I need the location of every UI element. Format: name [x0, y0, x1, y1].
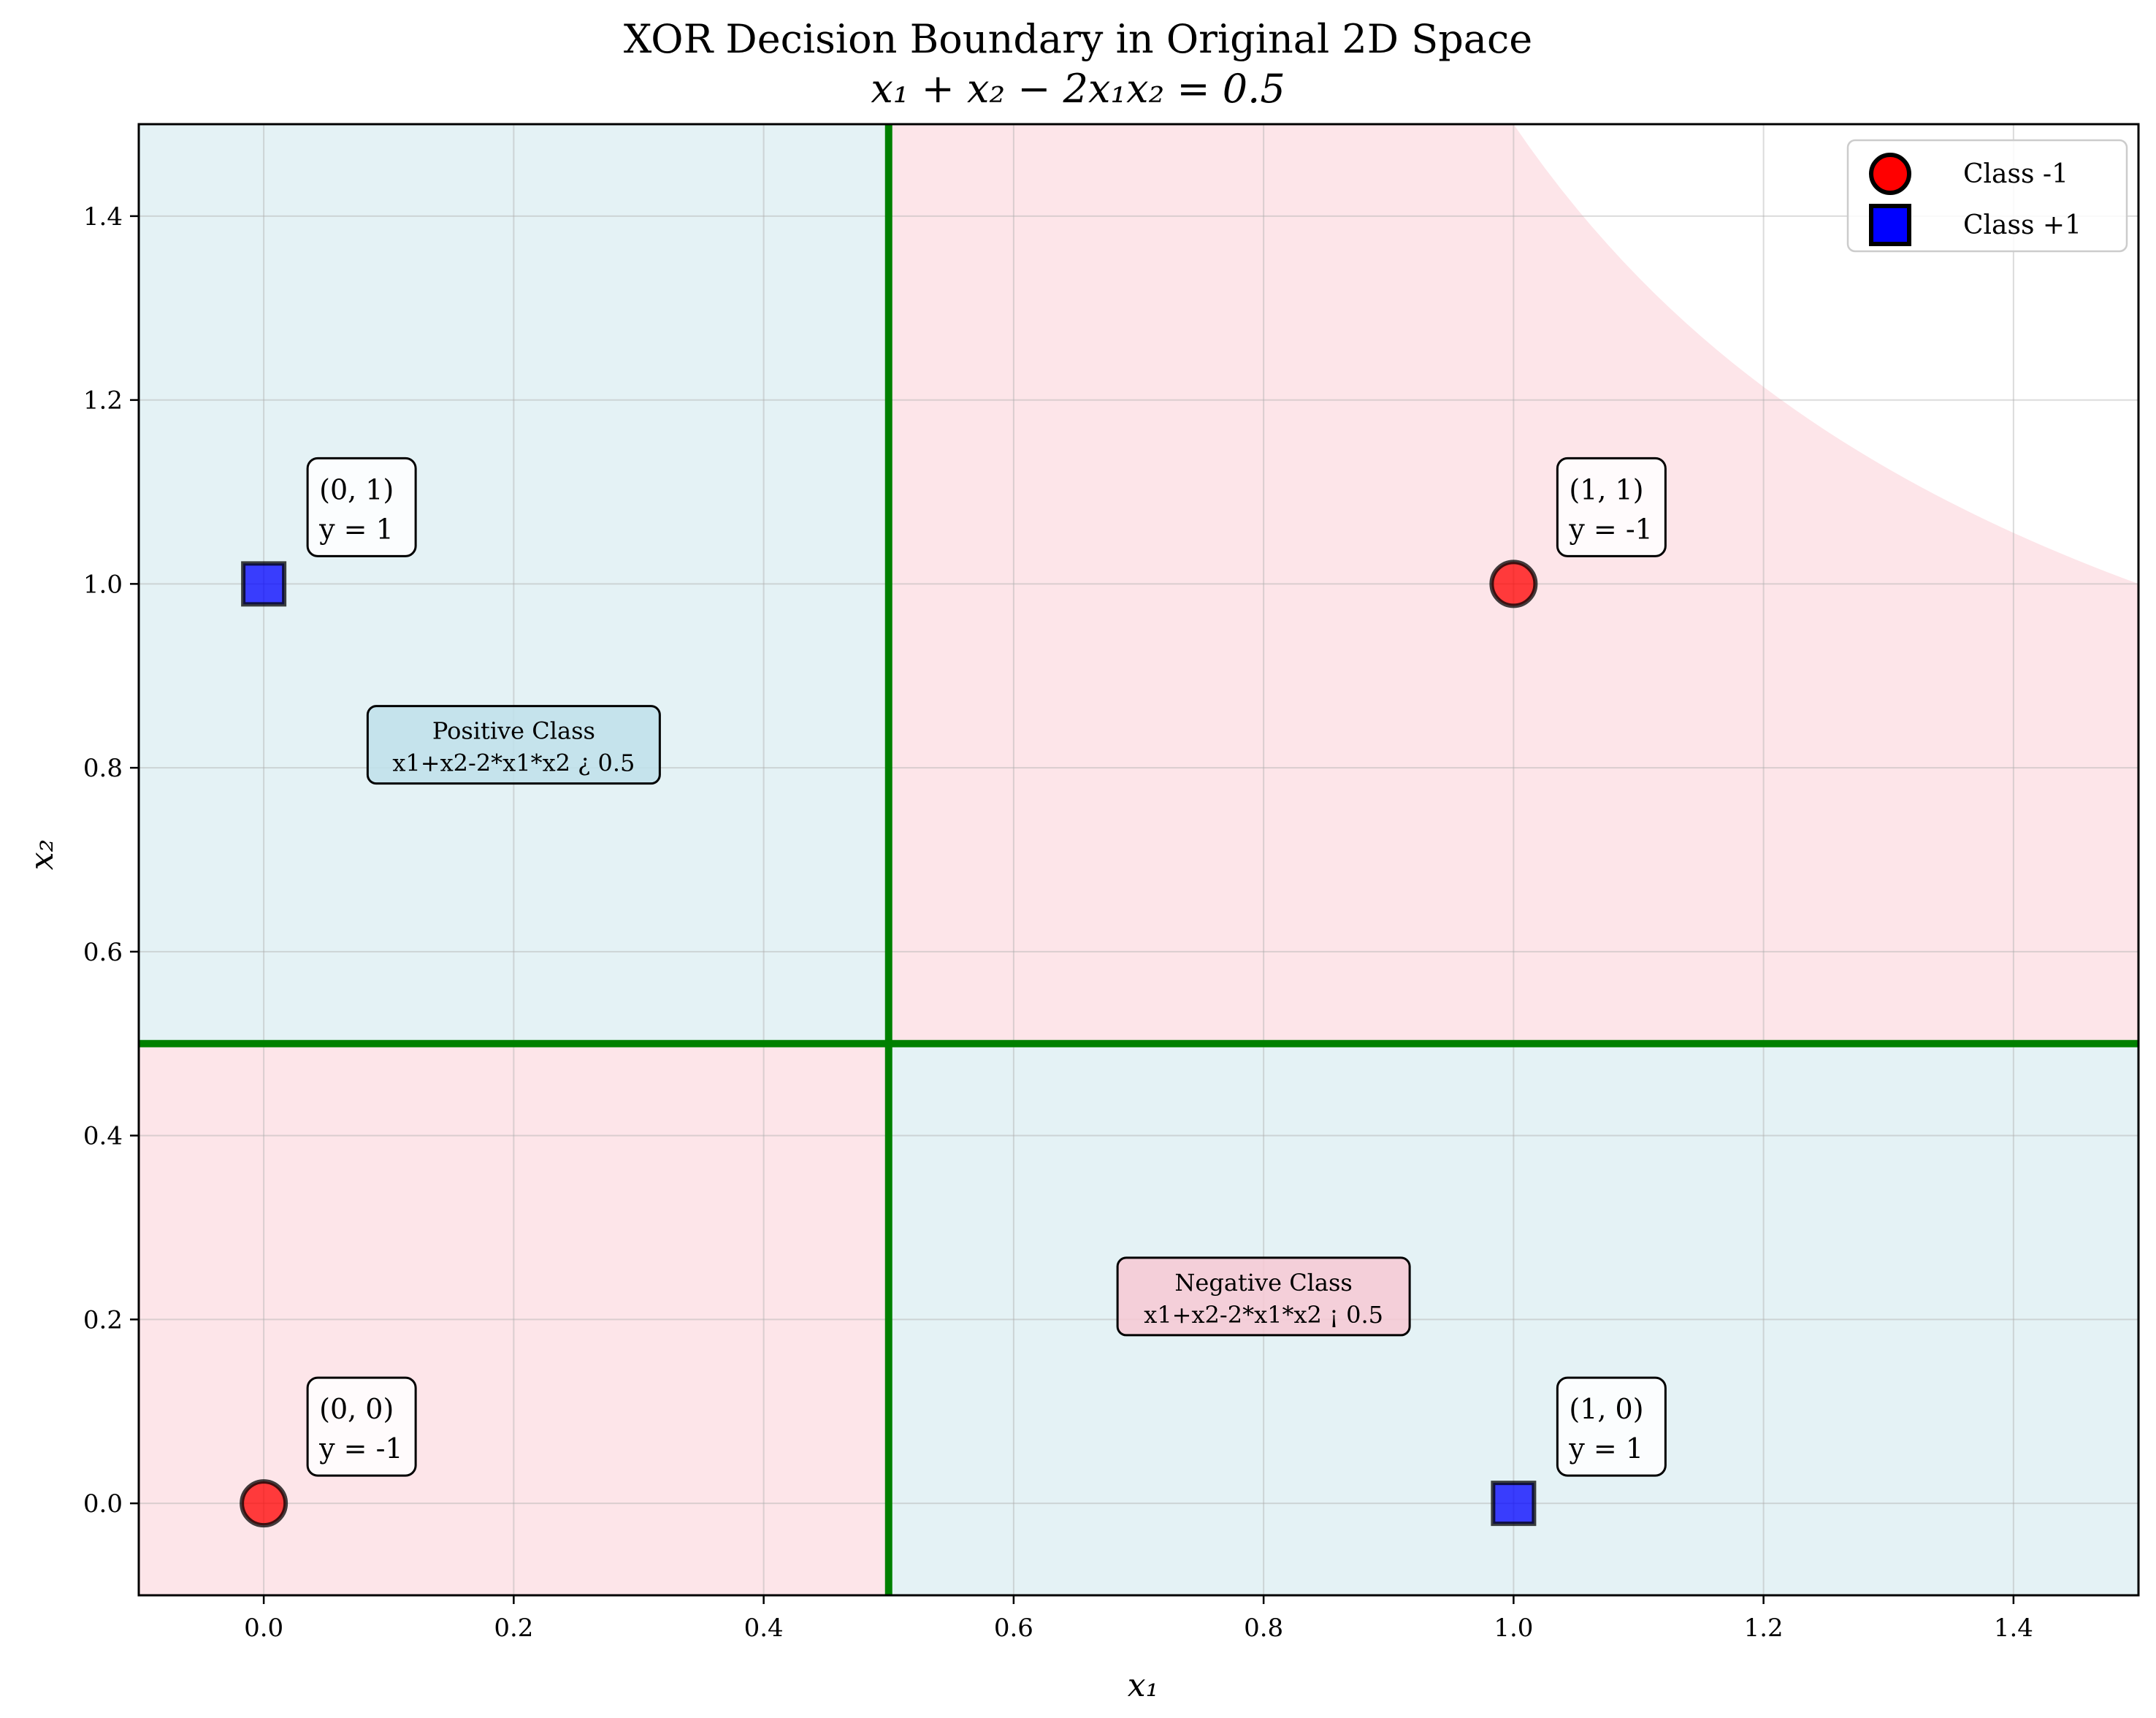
point-label-class: y = 1: [318, 513, 394, 545]
point-label-class: y = -1: [318, 1432, 402, 1465]
point-label-coords: (0, 1): [319, 473, 394, 505]
region-annotation-title: Negative Class: [1174, 1269, 1352, 1297]
region-annotation-box: [366, 705, 661, 785]
y-tick-label: 0.6: [83, 938, 123, 967]
region-annotation-title: Positive Class: [432, 717, 595, 745]
x-tick-label: 1.2: [1744, 1614, 1784, 1643]
legend-marker-square: [1869, 204, 1911, 246]
data-point-class-neg1: [1489, 560, 1538, 608]
point-label-box: [306, 1376, 417, 1477]
x-tick-label: 0.6: [994, 1614, 1033, 1643]
legend-label: Class +1: [1963, 210, 2082, 240]
plot-area: (0, 0) y = -1 (1, 1) y = -1 (0, 1) y = 1 (1, 0…: [83, 123, 2140, 1643]
point-label-coords: (1, 0): [1569, 1393, 1643, 1425]
legend-label: Class -1: [1963, 159, 2068, 189]
legend-marker-circle: [1869, 153, 1911, 195]
y-tick-label: 0.2: [83, 1305, 123, 1335]
legend-box: [1846, 139, 2128, 253]
x-tick-label: 1.4: [1994, 1614, 2033, 1643]
x-tick-label: 1.0: [1494, 1614, 1533, 1643]
chart-title: XOR Decision Boundary in Original 2D Spa…: [624, 16, 1532, 62]
y-tick-label: 1.4: [83, 202, 123, 232]
x-tick-label: 0.2: [494, 1614, 533, 1643]
data-point-class-neg1: [240, 1479, 288, 1528]
y-tick-label: 0.8: [83, 754, 123, 783]
y-tick-label: 1.0: [83, 570, 123, 599]
x-axis-label: x₁: [1128, 1667, 1158, 1704]
x-tick-label: 0.8: [1244, 1614, 1283, 1643]
data-point-class-pos1: [1491, 1481, 1537, 1527]
region-annotation-condition: x1+x2-2*x1*x2 ¡ 0.5: [1144, 1301, 1383, 1329]
x-tick-label: 0.0: [244, 1614, 283, 1643]
point-label-box: [306, 457, 417, 557]
legend: Class -1 Class +1: [1846, 139, 2128, 253]
y-tick-label: 0.0: [83, 1489, 123, 1519]
point-label-coords: (0, 0): [319, 1393, 394, 1425]
region-annotation-condition: x1+x2-2*x1*x2 ¿ 0.5: [392, 749, 635, 777]
region-annotation-box: [1116, 1256, 1411, 1337]
x-tick-label: 0.4: [744, 1614, 784, 1643]
y-tick-label: 0.4: [83, 1122, 123, 1151]
chart-subtitle: x₁ + x₂ − 2x₁x₂ = 0.5: [871, 66, 1285, 112]
y-axis-label: x₂: [23, 839, 61, 870]
point-label-class: y = -1: [1568, 513, 1652, 545]
y-tick-label: 1.2: [83, 386, 123, 416]
plot-frame: [137, 123, 2140, 1597]
point-label-coords: (1, 1): [1569, 473, 1643, 505]
point-label-class: y = 1: [1568, 1432, 1643, 1465]
point-label-box: [1556, 457, 1667, 557]
data-point-class-pos1: [241, 561, 287, 607]
point-label-box: [1556, 1376, 1667, 1477]
